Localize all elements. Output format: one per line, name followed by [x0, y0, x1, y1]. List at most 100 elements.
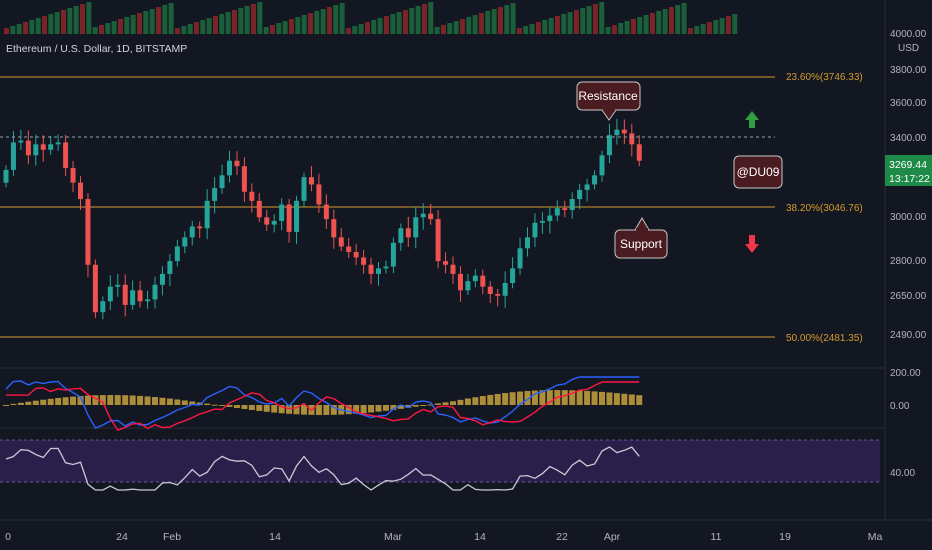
candle-body: [18, 140, 24, 143]
author-callout[interactable]: @DU09: [733, 155, 783, 189]
candle-body: [353, 251, 359, 258]
candle-body: [569, 199, 575, 210]
fib-label-50: 50.00%(2481.35): [786, 333, 863, 344]
macd-histogram-bar: [152, 397, 158, 405]
time-tick-label: 11: [711, 531, 722, 543]
volume-bar: [282, 21, 288, 34]
macd-histogram-bar: [531, 390, 538, 405]
volume-bar: [725, 16, 731, 34]
macd-histogram-bar: [382, 405, 389, 411]
time-tick-label: 24: [116, 531, 128, 543]
resistance-label: Resistance: [578, 89, 638, 103]
macd-histogram-bar: [181, 400, 188, 405]
macd-histogram-bar: [263, 405, 270, 412]
volume-bar: [124, 17, 130, 34]
candle-body: [346, 246, 352, 252]
volume-bar: [618, 23, 624, 34]
volume-bar: [548, 18, 554, 34]
volume-bars: [4, 2, 738, 34]
macd-histogram-bar: [62, 397, 69, 405]
volume-bar: [624, 21, 630, 34]
volume-bar: [29, 20, 35, 34]
volume-bar: [364, 22, 370, 34]
macd-histogram-bar: [487, 394, 494, 405]
macd-histogram-bar: [40, 399, 47, 405]
macd-histogram-bar: [546, 390, 553, 405]
volume-bar: [288, 19, 294, 34]
candle-body: [636, 144, 642, 161]
macd-histogram-bar: [405, 405, 412, 408]
candle-body: [152, 284, 158, 300]
support-callout[interactable]: Support: [614, 217, 668, 259]
arrow-down-icon: [745, 235, 759, 253]
candle-body: [457, 273, 463, 291]
candle-body: [264, 217, 270, 225]
time-tick-label: Ma: [868, 531, 883, 543]
macd-histogram-bar: [129, 395, 136, 405]
macd-histogram-bar: [628, 394, 635, 405]
macd-histogram-bar: [174, 399, 181, 405]
volume-bar: [377, 18, 383, 34]
volume-bar: [168, 3, 174, 34]
macd-histogram-bar: [122, 395, 129, 405]
candle-body: [592, 175, 598, 185]
time-axis[interactable]: 0 24 Feb 14 Mar 14 22 Apr 11 19 Ma: [5, 531, 882, 543]
time-tick-label: Apr: [604, 531, 621, 543]
macd-histogram-bar: [301, 405, 307, 415]
candle-body: [525, 237, 530, 249]
candle-body: [562, 208, 568, 210]
volume-bar: [605, 27, 611, 34]
volume-bar: [219, 14, 225, 34]
volume-bar: [162, 5, 168, 34]
volume-bar: [421, 4, 427, 34]
macd-histogram-bar: [17, 402, 24, 405]
macd-histogram-bar: [390, 405, 397, 410]
volume-bar: [567, 12, 573, 34]
volume-bar: [225, 12, 231, 34]
macd-histogram-bar: [144, 396, 151, 405]
candle-body: [413, 217, 419, 238]
candle-body: [85, 199, 91, 265]
macd-histogram-bar: [233, 405, 240, 408]
macd-histogram-bar: [241, 405, 248, 410]
macd-histogram-bar: [494, 393, 501, 405]
volume-bar: [466, 17, 472, 34]
macd-histogram-bar: [286, 405, 293, 414]
volume-bar: [35, 18, 41, 34]
candle-body: [107, 286, 113, 302]
candle-body: [115, 284, 121, 287]
macd-histogram-bar: [397, 405, 404, 409]
macd-histogram-bar: [561, 390, 568, 405]
macd-histogram-bar: [92, 395, 99, 405]
macd-histogram-bar: [591, 391, 598, 405]
macd-histogram-bar: [517, 391, 524, 405]
volume-bar: [630, 19, 636, 34]
candlestick-series: [3, 118, 642, 320]
candle-body: [629, 133, 635, 145]
candle-body: [584, 184, 590, 190]
macd-histogram-bar: [420, 405, 427, 406]
volume-bar: [206, 18, 212, 34]
volume-bar: [668, 7, 674, 34]
volume-top-label: 4000.00: [890, 29, 927, 40]
volume-bar: [111, 21, 117, 34]
candle-body: [390, 242, 396, 267]
volume-bar: [193, 22, 199, 34]
candle-body: [55, 142, 61, 145]
candle-body: [174, 246, 180, 262]
candle-body: [100, 301, 106, 313]
macd-tick-200: 200.00: [890, 368, 921, 379]
volume-bar: [535, 22, 541, 34]
volume-bar: [333, 5, 339, 34]
candle-body: [368, 264, 374, 274]
macd-histogram-bar: [219, 405, 226, 406]
macd-tick-0: 0.00: [890, 401, 910, 412]
resistance-callout[interactable]: Resistance: [576, 81, 641, 121]
volume-bar: [529, 24, 535, 34]
volume-bar: [611, 25, 617, 34]
macd-histogram-bar: [584, 390, 591, 405]
macd-histogram-bar: [442, 402, 449, 405]
symbol-title: Ethereum / U.S. Dollar, 1D, BITSTAMP: [6, 43, 188, 55]
macd-histogram-bar: [472, 397, 479, 405]
